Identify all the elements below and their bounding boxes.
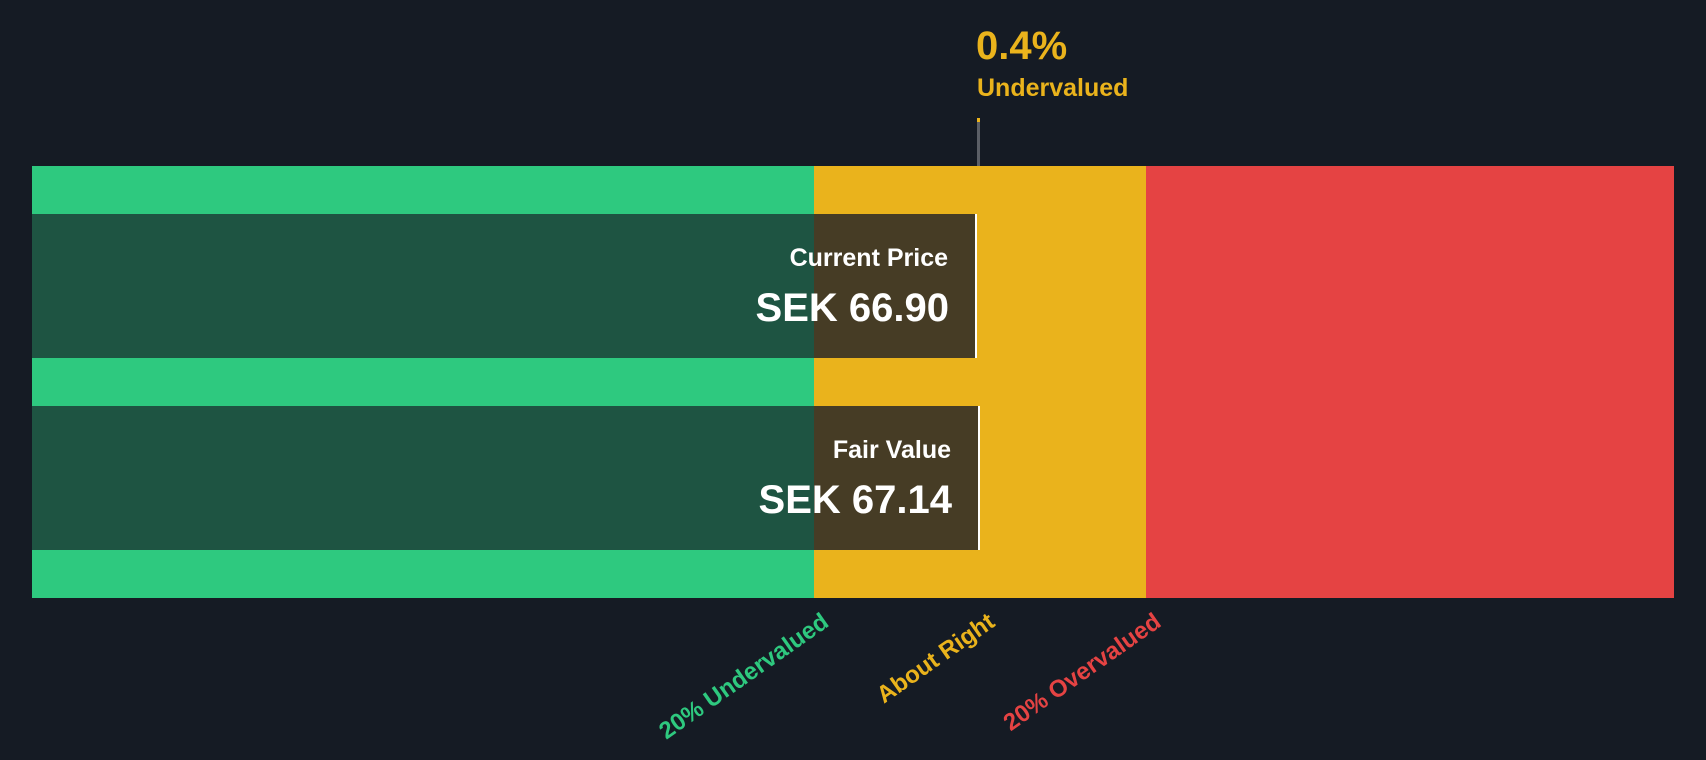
fair-value-value: SEK 67.14	[758, 478, 952, 522]
current-price-value: SEK 66.90	[755, 286, 949, 330]
zone-label-overvalued: 20% Overvalued	[998, 608, 1166, 737]
fair-value-bar	[32, 406, 980, 550]
zone-overvalued	[1146, 166, 1674, 598]
current-price-label: Current Price	[789, 244, 948, 272]
valuation-verdict: Undervalued	[977, 74, 1129, 102]
current-price-bar	[32, 214, 977, 358]
fair-value-label: Fair Value	[832, 436, 951, 464]
valuation-percentage: 0.4%	[976, 24, 1068, 68]
marker-tip	[977, 118, 980, 122]
zone-label-about-right: About Right	[871, 608, 1000, 709]
zone-label-undervalued: 20% Undervalued	[654, 608, 834, 745]
